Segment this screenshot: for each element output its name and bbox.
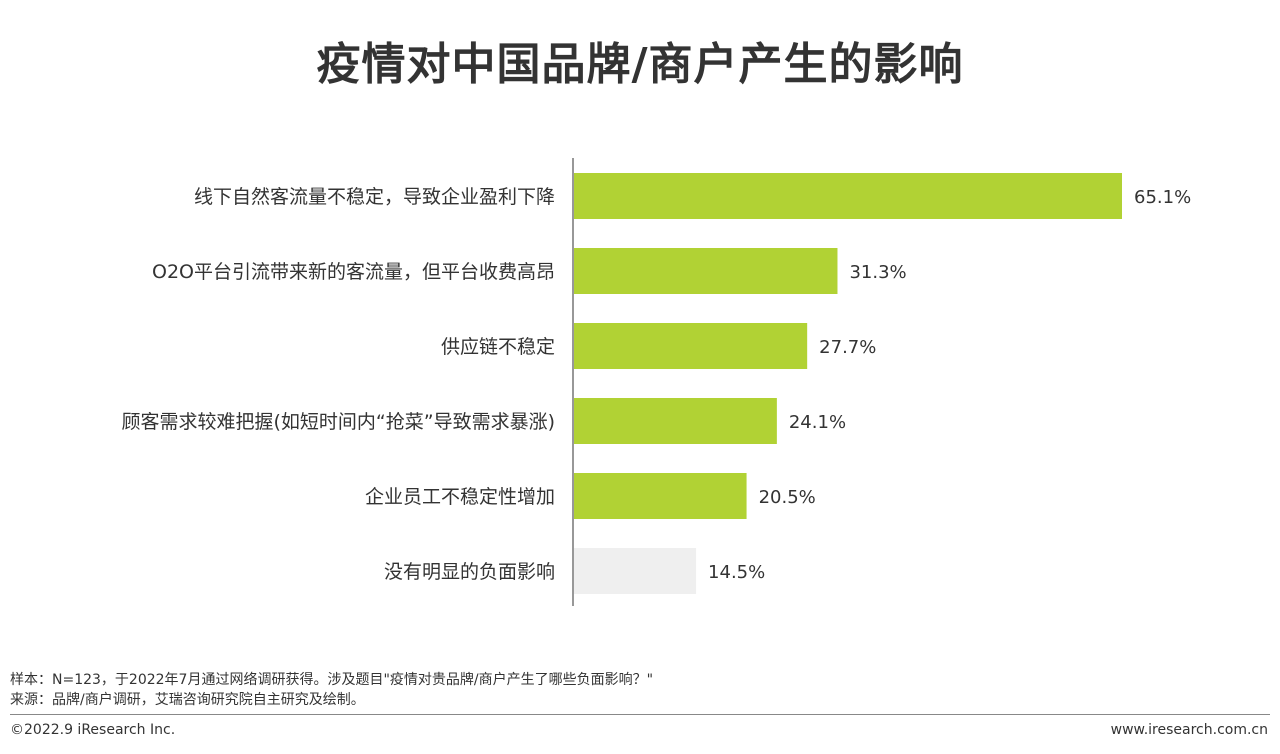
source-note: 来源：品牌/商户调研，艾瑞咨询研究院自主研究及绘制。: [10, 692, 365, 708]
chart-title: 疫情对中国品牌/商户产生的影响: [316, 39, 964, 90]
copyright-text: ©2022.9 iResearch Inc.: [10, 722, 176, 738]
category-label-1: O2O平台引流带来新的客流量，但平台收费高昂: [152, 261, 555, 283]
value-label-1: 31.3%: [849, 262, 906, 283]
category-label-4: 企业员工不稳定性增加: [365, 486, 555, 508]
bar-5: [574, 548, 697, 594]
value-label-0: 65.1%: [1134, 187, 1191, 208]
category-label-5: 没有明显的负面影响: [384, 561, 555, 583]
website-link[interactable]: www.iresearch.com.cn: [1110, 722, 1268, 738]
sample-note: 样本：N=123，于2022年7月通过网络调研获得。涉及题目"疫情对贵品牌/商户…: [10, 672, 654, 688]
footer-divider: [10, 714, 1270, 715]
bar-4: [574, 473, 747, 519]
bar-1: [574, 248, 838, 294]
value-label-5: 14.5%: [708, 562, 765, 583]
category-label-3: 顾客需求较难把握(如短时间内“抢菜”导致需求暴涨): [121, 411, 555, 433]
category-label-0: 线下自然客流量不稳定，导致企业盈利下降: [194, 186, 555, 208]
value-label-3: 24.1%: [789, 412, 846, 433]
value-label-4: 20.5%: [759, 487, 816, 508]
value-label-2: 27.7%: [819, 337, 876, 358]
bar-chart: 线下自然客流量不稳定，导致企业盈利下降 65.1% O2O平台引流带来新的客流量，但…: [121, 158, 1191, 606]
bar-0: [574, 173, 1122, 219]
bar-3: [574, 398, 777, 444]
bars-group: 线下自然客流量不稳定，导致企业盈利下降 65.1% O2O平台引流带来新的客流量，但…: [121, 173, 1191, 594]
category-label-2: 供应链不稳定: [441, 336, 555, 358]
bar-2: [574, 323, 808, 369]
